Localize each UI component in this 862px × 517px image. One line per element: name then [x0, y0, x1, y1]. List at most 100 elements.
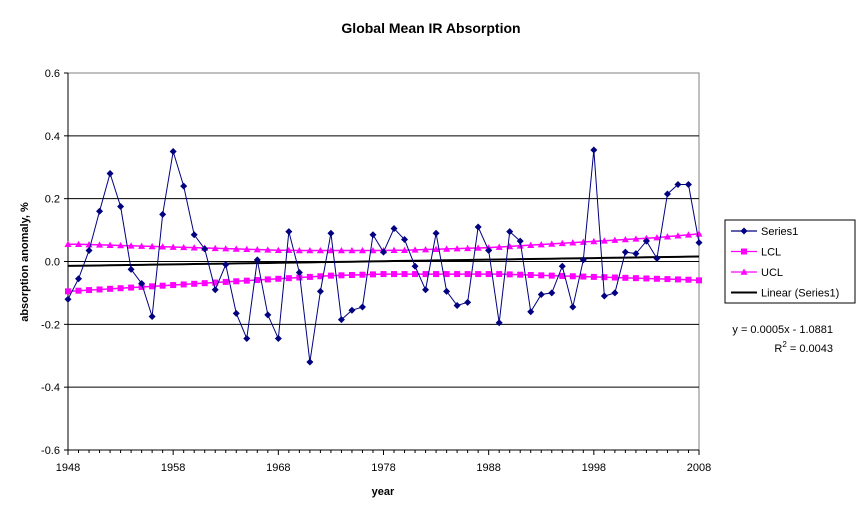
data-point	[454, 271, 461, 278]
data-point	[243, 245, 251, 253]
data-point	[106, 241, 114, 248]
x-tick-labels: 1948 1958 1968 1978 1988 1998 2008	[56, 450, 711, 474]
data-point	[632, 250, 640, 258]
data-point	[475, 271, 482, 278]
data-point	[569, 303, 577, 311]
r-squared-text: R2 = 0.0043	[774, 340, 833, 355]
y-tick-label: 0.6	[45, 68, 60, 80]
data-point	[632, 235, 640, 242]
series-series1	[64, 146, 703, 366]
data-point	[685, 276, 692, 283]
x-tick-label: 1988	[476, 462, 500, 474]
data-point	[537, 290, 545, 298]
data-point	[169, 148, 177, 156]
data-point	[422, 246, 430, 253]
data-point	[348, 272, 355, 279]
data-point	[190, 244, 198, 251]
data-point	[254, 277, 261, 284]
data-point	[464, 271, 471, 278]
data-point	[117, 285, 124, 292]
r-squared-value: = 0.0043	[787, 343, 833, 355]
data-point	[558, 239, 566, 247]
chart-title: Global Mean IR Absorption	[341, 20, 520, 36]
data-point	[211, 244, 219, 252]
data-point	[632, 275, 639, 282]
data-point	[453, 301, 461, 309]
trend-equation: y = 0.0005x - 1.0881 R2 = 0.0043	[732, 324, 833, 355]
data-point	[611, 289, 619, 297]
data-point	[653, 275, 660, 282]
data-point	[653, 234, 661, 241]
x-axis-title: year	[372, 486, 395, 498]
data-point	[85, 247, 93, 255]
data-point	[600, 237, 608, 244]
data-point	[517, 271, 524, 278]
y-tick-label: 0.4	[45, 131, 60, 143]
y-axis-title: absorption anomaly, %	[19, 202, 31, 322]
data-point	[169, 243, 177, 250]
data-point	[674, 276, 681, 283]
data-point	[253, 246, 261, 253]
data-point	[559, 272, 566, 279]
data-point	[548, 272, 555, 279]
x-tick-label: 2008	[687, 462, 711, 474]
y-tick-label: -0.4	[41, 382, 60, 394]
x-tick-label: 1948	[56, 462, 80, 474]
data-point	[327, 272, 334, 279]
data-point	[464, 298, 472, 306]
data-point	[264, 246, 272, 253]
data-point	[201, 245, 209, 253]
data-point	[495, 243, 503, 250]
data-point	[590, 273, 597, 280]
series-linear-series1	[67, 255, 700, 267]
data-point	[159, 282, 166, 289]
legend: Series1 LCL UCL Linear (Series1)	[724, 219, 856, 304]
y-tick-labels: 0.6 0.4 0.2 0.0 -0.2 -0.4 -0.6	[41, 68, 60, 457]
data-point	[232, 309, 240, 317]
data-point	[211, 286, 219, 294]
data-point	[642, 237, 650, 245]
data-point	[663, 190, 671, 198]
data-point	[264, 311, 272, 319]
data-point	[337, 316, 345, 324]
data-point	[222, 245, 230, 252]
data-point	[96, 241, 104, 248]
series-lcl	[65, 271, 702, 295]
data-point	[569, 239, 577, 246]
data-point	[390, 246, 398, 253]
data-point	[432, 245, 440, 253]
data-point	[401, 236, 409, 244]
data-point	[64, 295, 72, 303]
data-point	[275, 275, 282, 282]
data-point	[369, 247, 377, 254]
data-point	[506, 271, 513, 278]
data-point	[474, 223, 482, 231]
data-point	[253, 256, 261, 264]
data-point	[348, 306, 356, 314]
data-point	[663, 233, 671, 240]
legend-swatch-marker	[741, 248, 747, 255]
data-point	[391, 271, 398, 278]
data-point	[621, 236, 629, 243]
data-point	[107, 285, 114, 292]
data-point	[516, 242, 524, 249]
data-point	[411, 262, 419, 270]
data-point	[306, 273, 313, 280]
legend-item: Series1	[731, 226, 798, 238]
data-point	[674, 181, 682, 189]
y-tick-label: 0.0	[45, 257, 60, 269]
data-point	[643, 275, 650, 282]
data-point	[243, 277, 250, 284]
data-point	[149, 283, 156, 290]
data-point	[232, 245, 240, 252]
data-point	[684, 231, 692, 238]
data-point	[611, 274, 618, 281]
data-point	[65, 288, 71, 295]
data-point	[611, 236, 619, 243]
data-point	[327, 247, 335, 254]
data-point	[684, 181, 692, 189]
data-point	[180, 243, 188, 251]
data-point	[537, 241, 545, 248]
data-point	[443, 271, 450, 278]
y-tick-label: 0.2	[45, 194, 60, 206]
